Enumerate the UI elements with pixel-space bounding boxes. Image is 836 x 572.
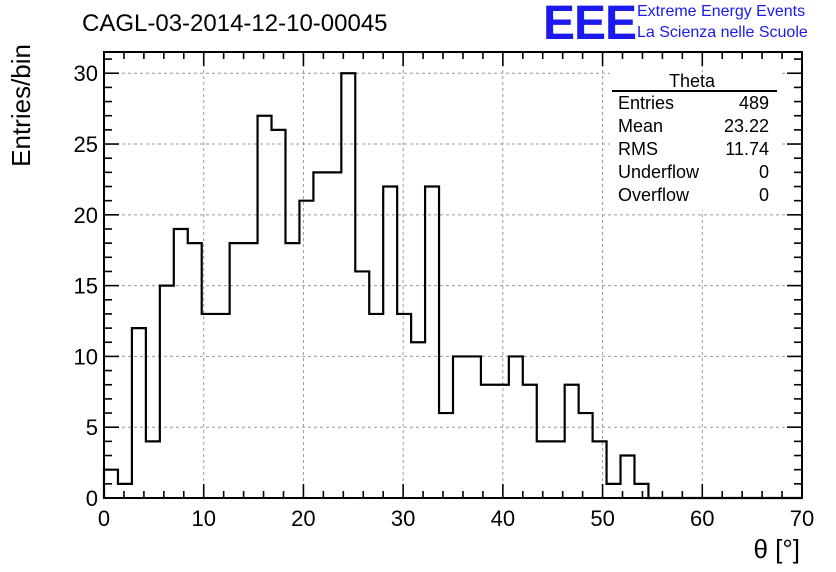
histogram-bin-36 xyxy=(607,484,621,498)
stats-overflow-value: 0 xyxy=(759,185,769,205)
histogram-bin-21 xyxy=(397,314,411,498)
stats-mean-value: 23.22 xyxy=(724,116,769,136)
x-tick-label-50: 50 xyxy=(590,506,614,531)
histogram-bin-15 xyxy=(313,172,327,498)
stats-mean-label: Mean xyxy=(618,116,663,136)
stats-rms-label: RMS xyxy=(618,139,658,159)
histogram-bin-17 xyxy=(341,73,355,498)
y-tick-label-0: 0 xyxy=(86,486,98,511)
histogram-bin-31 xyxy=(537,441,551,498)
y-tick-label-30: 30 xyxy=(74,61,98,86)
histogram-bin-14 xyxy=(299,201,313,498)
histogram-bin-24 xyxy=(439,413,453,498)
y-tick-label-25: 25 xyxy=(74,132,98,157)
histogram-bin-9 xyxy=(230,243,244,498)
x-tick-label-70: 70 xyxy=(790,506,814,531)
histogram-bin-18 xyxy=(355,271,369,498)
histogram-bin-32 xyxy=(551,441,565,498)
histogram-bin-35 xyxy=(593,441,607,498)
histogram-bin-16 xyxy=(327,172,341,498)
histogram-bin-27 xyxy=(481,385,495,498)
y-tick-label-10: 10 xyxy=(74,344,98,369)
x-axis-title: θ [°] xyxy=(753,534,800,564)
y-tick-label-15: 15 xyxy=(74,274,98,299)
stats-entries-value: 489 xyxy=(739,93,769,113)
eee-logo: EEE xyxy=(543,0,637,50)
histogram-bin-34 xyxy=(579,413,593,498)
histogram-step-line xyxy=(102,72,802,500)
x-tick-label-0: 0 xyxy=(98,506,110,531)
histogram-bin-20 xyxy=(383,187,397,498)
stats-title: Theta xyxy=(669,71,716,91)
x-tick-label-40: 40 xyxy=(491,506,515,531)
stats-underflow-label: Underflow xyxy=(618,162,700,182)
logo-subtitle-line1: Extreme Energy Events xyxy=(637,3,806,20)
histogram-bin-4 xyxy=(160,286,174,498)
histogram-bin-6 xyxy=(188,243,202,498)
histogram-bin-11 xyxy=(258,116,272,498)
chart-title: CAGL-03-2014-12-10-00045 xyxy=(82,10,388,37)
logo-subtitle-line2: La Scienza nelle Scuole xyxy=(637,24,808,41)
x-tick-label-60: 60 xyxy=(690,506,714,531)
histogram-bin-8 xyxy=(216,314,230,498)
stats-overflow-label: Overflow xyxy=(618,185,690,205)
histogram-bin-22 xyxy=(411,342,425,498)
histogram-bin-33 xyxy=(565,385,579,498)
y-tick-label-20: 20 xyxy=(74,203,98,228)
histogram-bin-28 xyxy=(495,385,509,498)
tick-labels: 0 10 20 30 40 50 60 70 0 5 10 15 20 25 30 xyxy=(74,61,815,531)
histogram-bin-3 xyxy=(146,441,160,498)
histogram-bin-12 xyxy=(272,130,286,498)
histogram-bin-1 xyxy=(118,484,132,498)
axis-ticks xyxy=(103,52,803,499)
histogram-bin-5 xyxy=(174,229,188,498)
histogram-bin-10 xyxy=(244,243,258,498)
stats-entries-label: Entries xyxy=(618,93,674,113)
plot-frame xyxy=(103,51,803,499)
x-tick-label-20: 20 xyxy=(291,506,315,531)
stats-box-background xyxy=(610,72,780,210)
histogram-bin-38 xyxy=(634,484,648,498)
stats-underflow-value: 0 xyxy=(759,162,769,182)
x-tick-label-30: 30 xyxy=(391,506,415,531)
stats-rms-value: 11.74 xyxy=(725,139,769,159)
histogram-bin-19 xyxy=(369,314,383,498)
histogram-bin-13 xyxy=(285,243,299,498)
x-tick-label-10: 10 xyxy=(191,506,215,531)
y-tick-label-5: 5 xyxy=(86,415,98,440)
y-axis-title: Entries/bin xyxy=(6,44,36,167)
histogram-bin-23 xyxy=(425,187,439,498)
histogram-bin-2 xyxy=(132,328,146,498)
histogram-bin-30 xyxy=(523,385,537,498)
stats-box: Theta Entries 489 Mean 23.22 RMS 11.74 U… xyxy=(610,71,780,210)
